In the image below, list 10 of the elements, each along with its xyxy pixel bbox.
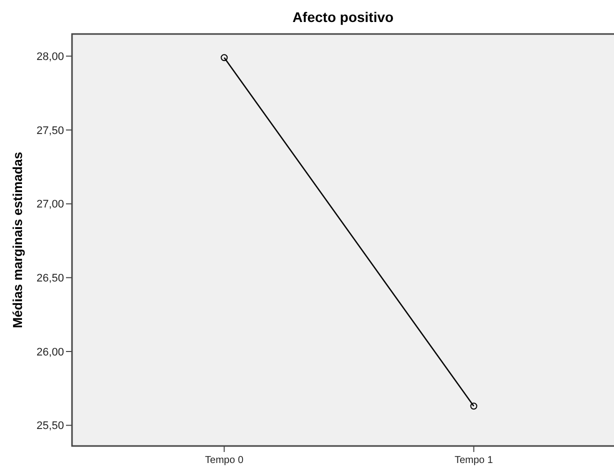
y-axis-title: Médias marginais estimadas <box>10 152 25 328</box>
chart-title: Afecto positivo <box>292 9 394 25</box>
y-tick-label: 26,50 <box>36 272 64 285</box>
y-tick-label: 25,50 <box>36 420 64 432</box>
x-tick-label: Tempo 0 <box>205 455 244 466</box>
x-tick-label: Tempo 1 <box>454 455 494 466</box>
y-tick-label: 26,00 <box>36 346 64 358</box>
y-tick-label: 27,50 <box>36 124 64 137</box>
y-tick-label: 27,00 <box>36 198 64 211</box>
y-tick-label: 28,00 <box>36 51 64 63</box>
